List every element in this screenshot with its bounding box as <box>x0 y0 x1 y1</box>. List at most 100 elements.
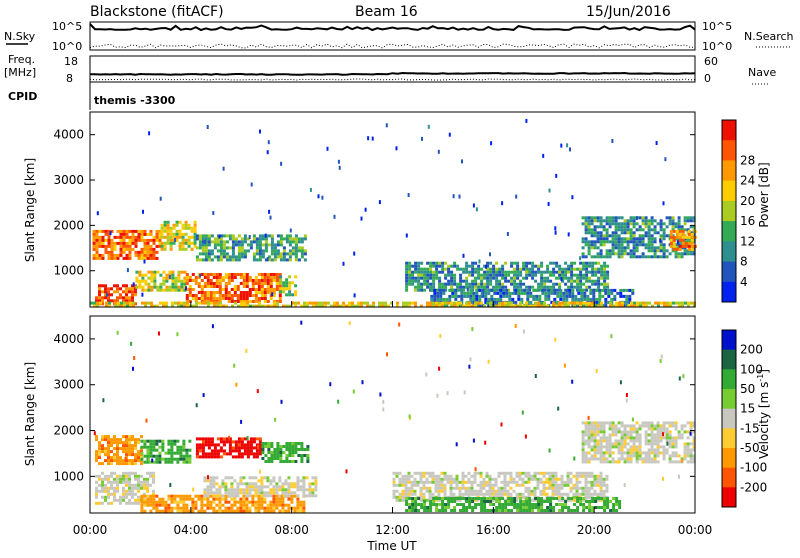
heatmap-cell <box>255 449 259 453</box>
heatmap-cell <box>258 452 262 456</box>
heatmap-cell <box>456 264 460 268</box>
heatmap-cell <box>294 258 298 262</box>
heatmap-cell <box>455 474 459 478</box>
heatmap-cell <box>271 292 274 297</box>
heatmap-cell <box>143 509 147 513</box>
heatmap-cell <box>321 195 324 200</box>
heatmap-cell <box>485 474 489 478</box>
heatmap-cell <box>584 430 588 434</box>
heatmap-cell <box>306 301 309 305</box>
heatmap-cell <box>522 509 526 512</box>
heatmap-cell <box>474 279 478 283</box>
heatmap-cell <box>148 131 151 136</box>
heatmap-cell <box>198 443 202 447</box>
heatmap-cell <box>252 452 256 456</box>
heatmap-cell <box>291 246 295 250</box>
power-ylabel: Slant Range [km] <box>23 158 37 262</box>
heatmap-cell <box>294 243 298 247</box>
heatmap-cell <box>465 276 469 280</box>
heatmap-cell <box>122 238 126 242</box>
heatmap-cell <box>623 483 626 487</box>
heatmap-cell <box>443 471 447 475</box>
heatmap-cell <box>195 304 198 308</box>
heatmap-cell <box>466 287 469 292</box>
heatmap-cell <box>302 476 306 480</box>
heatmap-cell <box>657 304 660 308</box>
heatmap-cell <box>405 233 408 238</box>
heatmap-cell <box>539 480 543 484</box>
heatmap-cell <box>236 509 240 513</box>
heatmap-cell <box>207 252 211 256</box>
heatmap-cell <box>227 282 231 285</box>
heatmap-cell <box>234 455 238 459</box>
heatmap-cell <box>207 237 211 241</box>
heatmap-cell <box>617 451 621 455</box>
heatmap-cell <box>635 243 639 247</box>
heatmap-cell <box>432 304 435 308</box>
heatmap-cell <box>692 421 696 425</box>
heatmap-cell <box>293 485 297 489</box>
heatmap-cell <box>587 451 591 455</box>
heatmap-cell <box>503 480 507 484</box>
heatmap-cell <box>287 476 291 480</box>
heatmap-cell <box>216 237 220 241</box>
heatmap-cell <box>538 294 542 298</box>
heatmap-cell <box>153 285 157 289</box>
heatmap-cell <box>586 297 590 301</box>
heatmap-cell <box>528 509 532 512</box>
heatmap-cell <box>593 439 597 443</box>
heatmap-cell <box>294 293 298 297</box>
heatmap-cell <box>249 243 253 247</box>
heatmap-cell <box>611 237 615 241</box>
heatmap-cell <box>597 497 601 500</box>
heatmap-cell <box>579 276 583 280</box>
heatmap-cell <box>692 445 696 449</box>
heatmap-cell <box>674 255 678 259</box>
heatmap-cell <box>528 261 532 265</box>
heatmap-cell <box>548 474 552 478</box>
heatmap-cell <box>240 243 244 247</box>
heatmap-cell <box>432 276 436 280</box>
heatmap-cell <box>504 509 508 512</box>
heatmap-cell <box>617 243 621 247</box>
heatmap-cell <box>593 240 597 244</box>
heatmap-cell <box>181 223 185 227</box>
heatmap-cell <box>273 252 277 256</box>
heatmap-cell <box>169 229 173 233</box>
heatmap-cell <box>278 497 282 501</box>
heatmap-cell <box>165 301 168 305</box>
heatmap-cell <box>239 479 243 483</box>
heatmap-cell <box>426 304 429 308</box>
heatmap-cell <box>593 474 597 478</box>
heatmap-cell <box>656 255 660 259</box>
heatmap-cell <box>503 477 507 481</box>
heatmap-cell <box>239 276 243 279</box>
heatmap-cell <box>529 294 533 298</box>
heatmap-cell <box>137 229 141 233</box>
heatmap-cell <box>621 301 624 305</box>
heatmap-cell <box>193 229 197 233</box>
heatmap-cell <box>683 451 687 455</box>
heatmap-cell <box>435 506 439 509</box>
heatmap-cell <box>635 448 639 452</box>
heatmap-cell <box>131 290 134 294</box>
heatmap-cell <box>593 457 597 461</box>
heatmap-cell <box>623 460 627 464</box>
heatmap-cell <box>525 500 529 503</box>
heatmap-cell <box>611 249 615 253</box>
heatmap-cell <box>221 497 225 501</box>
heatmap-cell <box>555 503 559 506</box>
heatmap-cell <box>113 235 117 239</box>
heatmap-cell <box>552 267 556 271</box>
heatmap-cell <box>285 240 289 244</box>
heatmap-cell <box>260 282 264 285</box>
heatmap-cell <box>204 258 208 262</box>
heatmap-cell <box>398 498 402 502</box>
heatmap-cell <box>548 486 552 490</box>
heatmap-cell <box>257 488 261 492</box>
heatmap-cell <box>162 276 166 280</box>
heatmap-cell <box>413 492 417 496</box>
heatmap-cell <box>185 451 189 455</box>
heatmap-cell <box>665 421 669 425</box>
heatmap-cell <box>219 301 222 305</box>
